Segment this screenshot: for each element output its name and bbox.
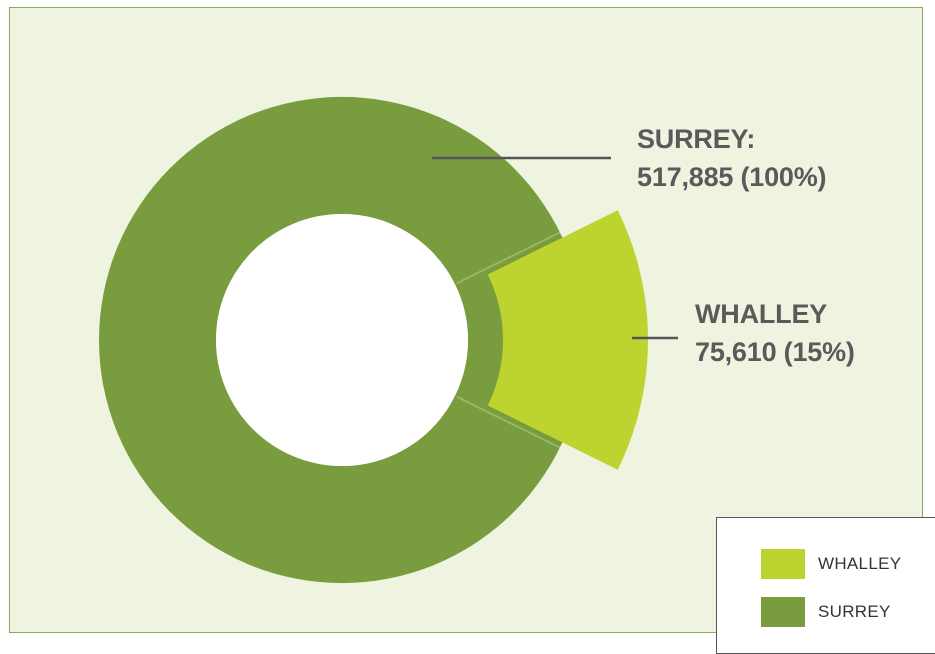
donut-hole: [216, 214, 468, 466]
legend-swatch-surrey: [761, 597, 805, 627]
whalley-callout: WHALLEY 75,610 (15%): [695, 295, 855, 371]
legend-item-surrey: SURREY: [761, 597, 931, 627]
legend-item-whalley: WHALLEY: [761, 549, 931, 579]
surrey-callout-name: SURREY:: [637, 124, 756, 154]
slice-separator-2: [456, 395, 561, 449]
whalley-callout-name: WHALLEY: [695, 299, 828, 329]
chart-legend: WHALLEY SURREY: [716, 517, 935, 654]
donut-slice-surrey: [98, 96, 585, 584]
surrey-callout: SURREY: 517,885 (100%): [637, 120, 827, 196]
whalley-callout-value: 75,610 (15%): [695, 337, 855, 367]
legend-label-whalley: WHALLEY: [818, 554, 902, 573]
legend-label-surrey: SURREY: [818, 602, 891, 621]
slice-separator-1: [456, 231, 561, 285]
legend-swatch-whalley: [761, 549, 805, 579]
surrey-callout-value: 517,885 (100%): [637, 162, 827, 192]
donut-slice-whalley: [487, 210, 648, 470]
